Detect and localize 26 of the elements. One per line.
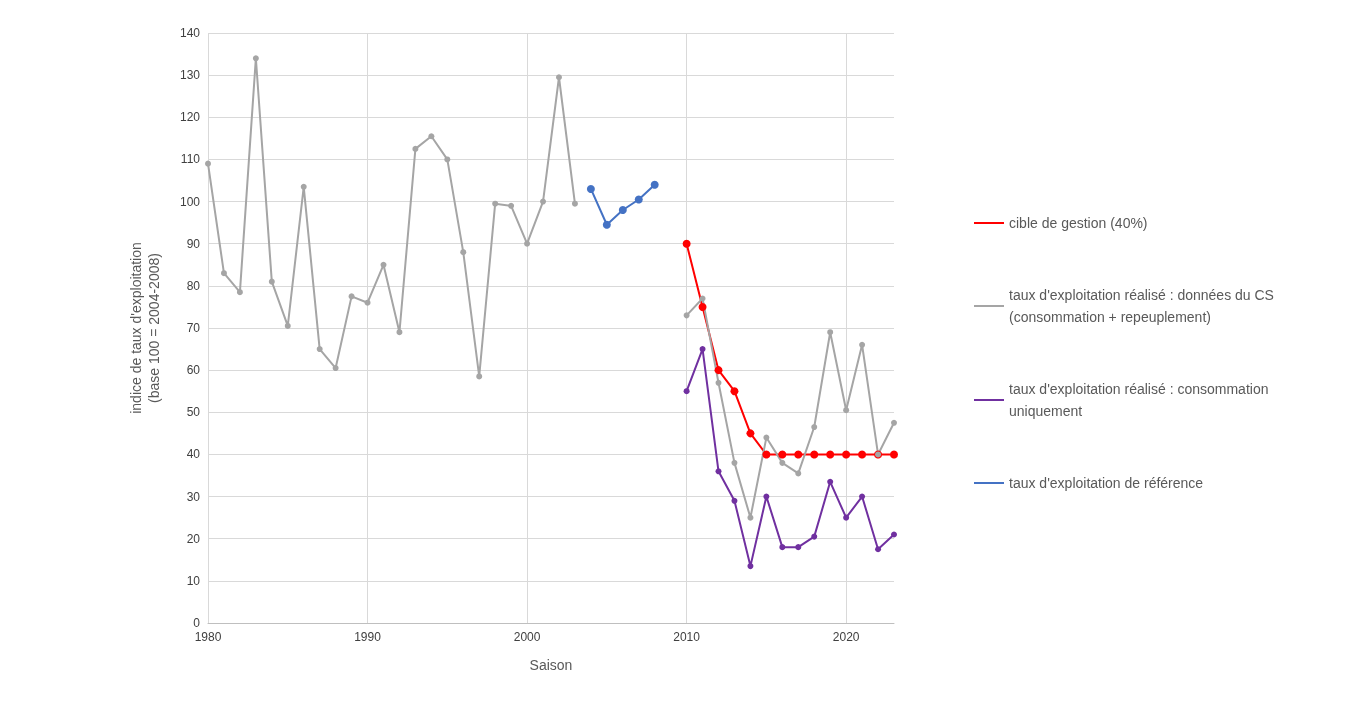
y-tick-label: 50: [186, 405, 201, 420]
y-tick-label: 0: [193, 616, 201, 630]
y-tick-label: 40: [186, 447, 201, 462]
y-axis-title: indice de taux d'exploitation (base 100 = 2004-2008): [128, 242, 162, 414]
x-tick-label: 1990: [354, 630, 382, 644]
legend-label: taux d'exploitation réalisé : consommation uniquement: [1009, 381, 1273, 419]
x-axis-title: Saison: [529, 657, 573, 673]
y-tick-label: 30: [186, 489, 201, 504]
legend-label: taux d'exploitation de référence: [1009, 475, 1204, 491]
x-tick-label: 2010: [673, 630, 701, 644]
x-tick-label: 2000: [513, 630, 541, 644]
y-tick-label: 10: [186, 573, 201, 588]
y-tick-label: 120: [179, 110, 201, 125]
y-tick-label: 140: [179, 26, 201, 40]
y-tick-label: 20: [186, 531, 201, 546]
legend-label: cible de gestion (40%): [1009, 215, 1148, 231]
y-tick-label: 70: [186, 321, 201, 335]
y-tick-label: 60: [186, 363, 201, 378]
legend-label: taux d'exploitation réalisé : données du CS (consommation + repeuplement): [1009, 287, 1278, 325]
x-tick-label: 1980: [194, 630, 222, 644]
y-tick-label: 80: [186, 278, 201, 293]
y-tick-label: 90: [186, 236, 201, 251]
y-tick-label: 100: [179, 194, 201, 209]
x-tick-label: 2020: [832, 630, 860, 644]
y-tick-label: 130: [179, 68, 201, 83]
y-tick-label: 110: [180, 152, 201, 167]
